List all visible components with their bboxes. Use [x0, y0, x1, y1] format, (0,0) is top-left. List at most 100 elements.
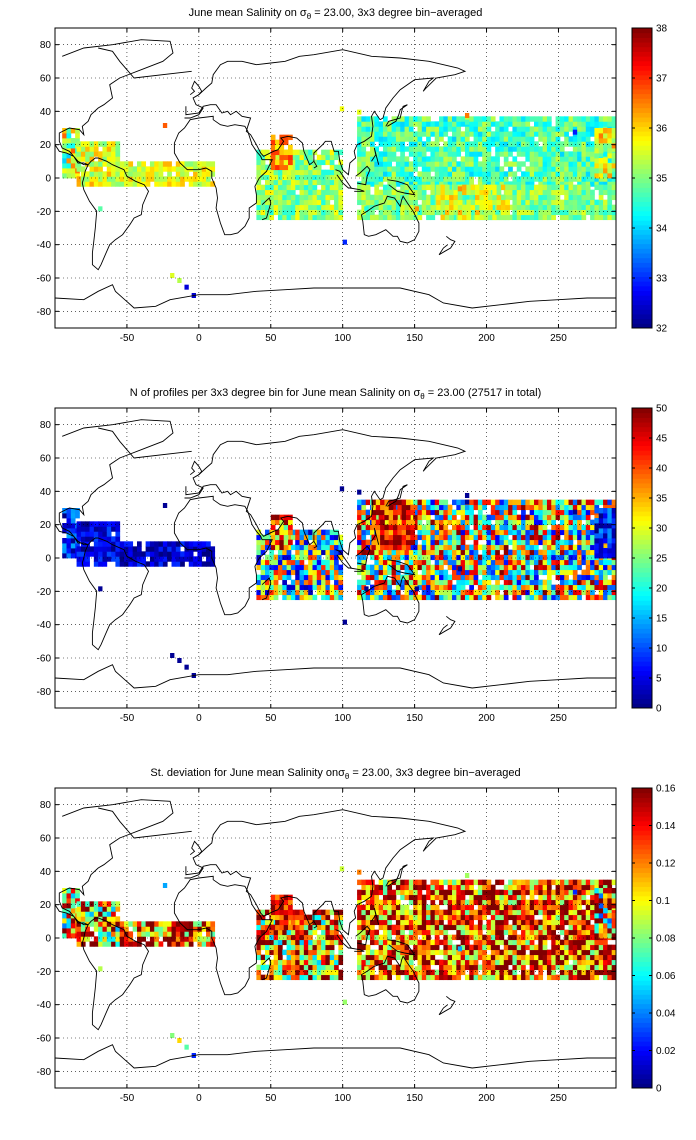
heatmap-cell: [387, 939, 392, 946]
heatmap-cell: [564, 559, 569, 566]
heatmap-cell: [590, 121, 595, 127]
heatmap-cell: [382, 166, 388, 172]
heatmap-cell: [434, 904, 440, 911]
heatmap-cell: [62, 548, 67, 554]
heatmap-cell: [525, 136, 531, 142]
heatmap-cell: [529, 116, 535, 122]
heatmap-cell: [162, 166, 168, 172]
heatmap-cell: [464, 954, 470, 961]
heatmap-cell: [265, 949, 270, 956]
heatmap-cell: [260, 919, 266, 926]
heatmap-cell: [98, 921, 103, 927]
heatmap-cell: [611, 121, 617, 127]
heatmap-cell: [417, 209, 423, 216]
heatmap-cell: [470, 204, 476, 211]
heatmap-cell: [447, 544, 453, 551]
heatmap-cell: [201, 936, 207, 942]
heatmap-cell: [316, 559, 322, 566]
colorbar-swatch: [632, 140, 652, 146]
heatmap-cell: [375, 529, 381, 536]
heatmap-cell: [283, 539, 289, 546]
heatmap-cell: [277, 204, 283, 211]
heatmap-cell: [551, 569, 556, 576]
heatmap-cell: [555, 594, 561, 601]
heatmap-cell: [486, 146, 492, 152]
heatmap-cell: [483, 189, 489, 196]
colorbar-swatch: [632, 553, 652, 559]
heatmap-cell: [145, 171, 151, 177]
heatmap-cell: [382, 519, 388, 526]
heatmap-cell: [457, 204, 463, 211]
heatmap-cell: [603, 504, 608, 511]
heatmap-cell: [273, 589, 279, 596]
heatmap-cell: [581, 499, 587, 506]
heatmap-cell: [321, 194, 326, 201]
heatmap-cell: [434, 544, 440, 551]
heatmap-cell: [603, 553, 608, 559]
heatmap-cell: [370, 894, 375, 901]
heatmap-cell: [361, 524, 367, 531]
heatmap-cell: [439, 544, 444, 551]
heatmap-cell: [473, 569, 479, 576]
heatmap-cell: [260, 559, 266, 566]
heatmap-cell: [321, 574, 326, 581]
heatmap-cell: [421, 904, 427, 911]
heatmap-cell: [98, 936, 103, 942]
heatmap-cell: [430, 924, 436, 931]
heatmap-cell: [456, 544, 462, 551]
heatmap-cell: [308, 969, 313, 976]
heatmap-cell: [452, 156, 457, 162]
heatmap-cell: [590, 519, 595, 526]
heatmap-cell: [124, 931, 129, 937]
heatmap-cell: [374, 131, 380, 137]
heatmap-cell: [325, 934, 331, 941]
heatmap-cell: [534, 529, 539, 536]
heatmap-cell: [374, 559, 380, 566]
heatmap-cell: [417, 904, 423, 911]
heatmap-cell: [460, 584, 466, 591]
heatmap-cell: [585, 199, 591, 206]
heatmap-cell: [62, 173, 67, 179]
heatmap-cell: [542, 116, 548, 122]
heatmap-cell: [512, 136, 518, 142]
heatmap-cell: [391, 904, 397, 911]
heatmap-cell: [529, 199, 535, 206]
heatmap-cell: [495, 539, 500, 546]
heatmap-cell: [585, 529, 591, 536]
heatmap-cell: [598, 199, 604, 206]
heatmap-cell: [464, 493, 470, 498]
heatmap-cell: [426, 594, 431, 601]
heatmap-cell: [408, 166, 414, 172]
heatmap-cell: [421, 944, 427, 951]
heatmap-cell: [572, 204, 578, 211]
heatmap-cell: [546, 176, 552, 182]
heatmap-cell: [447, 594, 453, 601]
heatmap-cell: [443, 594, 449, 601]
heatmap-cell: [273, 959, 279, 966]
heatmap-cell: [542, 594, 548, 601]
heatmap-cell: [158, 941, 164, 947]
heatmap-cell: [312, 594, 318, 601]
heatmap-cell: [370, 209, 375, 216]
heatmap-cell: [499, 529, 505, 536]
heatmap-cell: [525, 504, 531, 511]
colorbar-swatch: [632, 590, 652, 596]
heatmap-cell: [439, 181, 444, 187]
heatmap-cell: [603, 189, 608, 196]
heatmap-cell: [473, 519, 479, 526]
heatmap-cell: [66, 163, 72, 169]
heatmap-cell: [115, 171, 121, 177]
heatmap-cell: [516, 584, 522, 591]
heatmap-cell: [325, 944, 331, 951]
heatmap-cell: [495, 589, 500, 596]
heatmap-cell: [206, 931, 211, 937]
heatmap-cell: [408, 939, 414, 946]
heatmap-cell: [490, 514, 496, 521]
heatmap-cell: [286, 929, 292, 936]
heatmap-cell: [564, 514, 569, 521]
heatmap-cell: [525, 181, 531, 187]
heatmap-cell: [303, 204, 309, 211]
colorbar-swatch: [632, 468, 652, 475]
heatmap-cell: [295, 204, 300, 211]
heatmap-cell: [401, 534, 407, 541]
